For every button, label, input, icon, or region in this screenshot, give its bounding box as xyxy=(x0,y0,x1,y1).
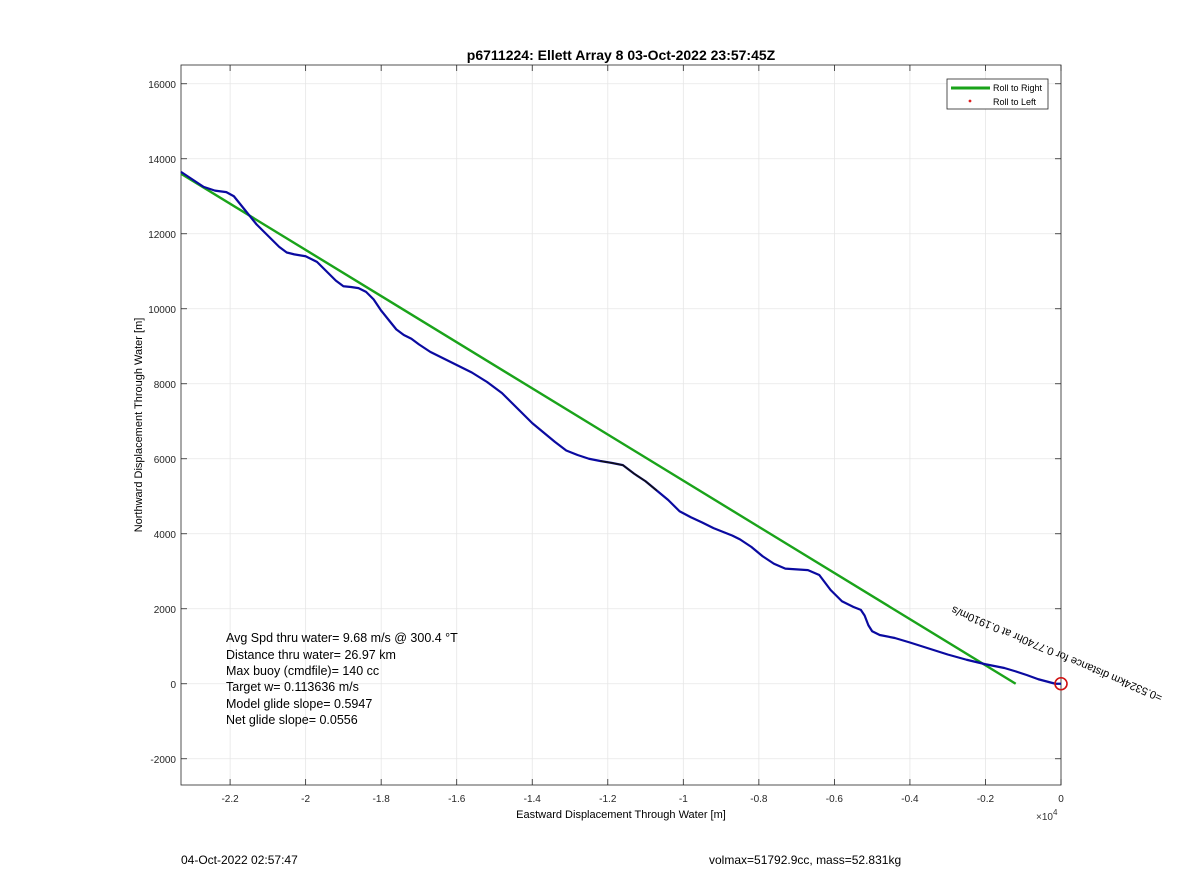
x-tick-label: -0.4 xyxy=(901,794,919,805)
x-tick-label: -2.2 xyxy=(221,794,239,805)
x-exponent-label: ×104 xyxy=(1036,808,1058,823)
x-tick-label: -1.2 xyxy=(599,794,617,805)
y-axis-label: Northward Displacement Through Water [m] xyxy=(133,318,145,533)
axis-ticks: -2.2 -2 -1.8 -1.6 -1.4 -1.2 -1 -0.8 -0.6 -0.4 -0.2… xyxy=(148,65,1064,805)
x-tick-label: -2 xyxy=(301,794,310,805)
stat-avg-speed: Avg Spd thru water= 9.68 m/s @ 300.4 °T xyxy=(226,631,458,645)
y-tick-label: 2000 xyxy=(154,605,177,616)
stats-block: Avg Spd thru water= 9.68 m/s @ 300.4 °T … xyxy=(226,631,458,727)
stat-max-buoy: Max buoy (cmdfile)= 140 cc xyxy=(226,664,379,678)
x-tick-label: -0.2 xyxy=(977,794,995,805)
x-axis-label: Eastward Displacement Through Water [m] xyxy=(516,809,726,821)
track-end-marker xyxy=(1054,676,1068,691)
stat-distance: Distance thru water= 26.97 km xyxy=(226,648,396,662)
chart-title: p6711224: Ellett Array 8 03-Oct-2022 23:… xyxy=(467,47,776,63)
x-tick-label: -1.4 xyxy=(524,794,542,805)
series-lines xyxy=(180,170,1068,691)
x-tick-label: -0.8 xyxy=(750,794,768,805)
x-tick-label: -1 xyxy=(679,794,688,805)
series-track-segment xyxy=(600,460,658,492)
y-tick-label: 12000 xyxy=(148,230,176,241)
footer-volmax-mass: volmax=51792.9cc, mass=52.831kg xyxy=(709,853,902,867)
y-tick-label: 14000 xyxy=(148,155,176,166)
legend-roll-left-label: Roll to Left xyxy=(993,97,1037,107)
y-tick-label: 4000 xyxy=(154,530,177,541)
y-tick-label: 10000 xyxy=(148,305,176,316)
stat-model-glide: Model glide slope= 0.5947 xyxy=(226,697,372,711)
y-tick-label: 16000 xyxy=(148,80,176,91)
y-tick-label: 8000 xyxy=(154,380,177,391)
series-roll-to-right xyxy=(180,172,1017,685)
x-tick-label: 0 xyxy=(1058,794,1064,805)
x-tick-label: -1.6 xyxy=(448,794,466,805)
y-tick-label: 6000 xyxy=(154,455,177,466)
axes-box xyxy=(180,64,1062,786)
footer-timestamp: 04-Oct-2022 02:57:47 xyxy=(181,853,298,867)
legend-roll-right-label: Roll to Right xyxy=(993,83,1043,93)
y-tick-label: -2000 xyxy=(150,755,176,766)
x-tick-label: -1.8 xyxy=(373,794,391,805)
legend-roll-left-swatch xyxy=(968,99,972,103)
stat-target-w: Target w= 0.113636 m/s xyxy=(226,680,359,694)
legend: Roll to Right Roll to Left xyxy=(946,78,1049,110)
stat-net-glide: Net glide slope= 0.0556 xyxy=(226,713,358,727)
y-tick-label: 0 xyxy=(170,680,176,691)
legend-box xyxy=(946,78,1049,110)
series-track xyxy=(180,170,1061,685)
x-tick-label: -0.6 xyxy=(826,794,844,805)
